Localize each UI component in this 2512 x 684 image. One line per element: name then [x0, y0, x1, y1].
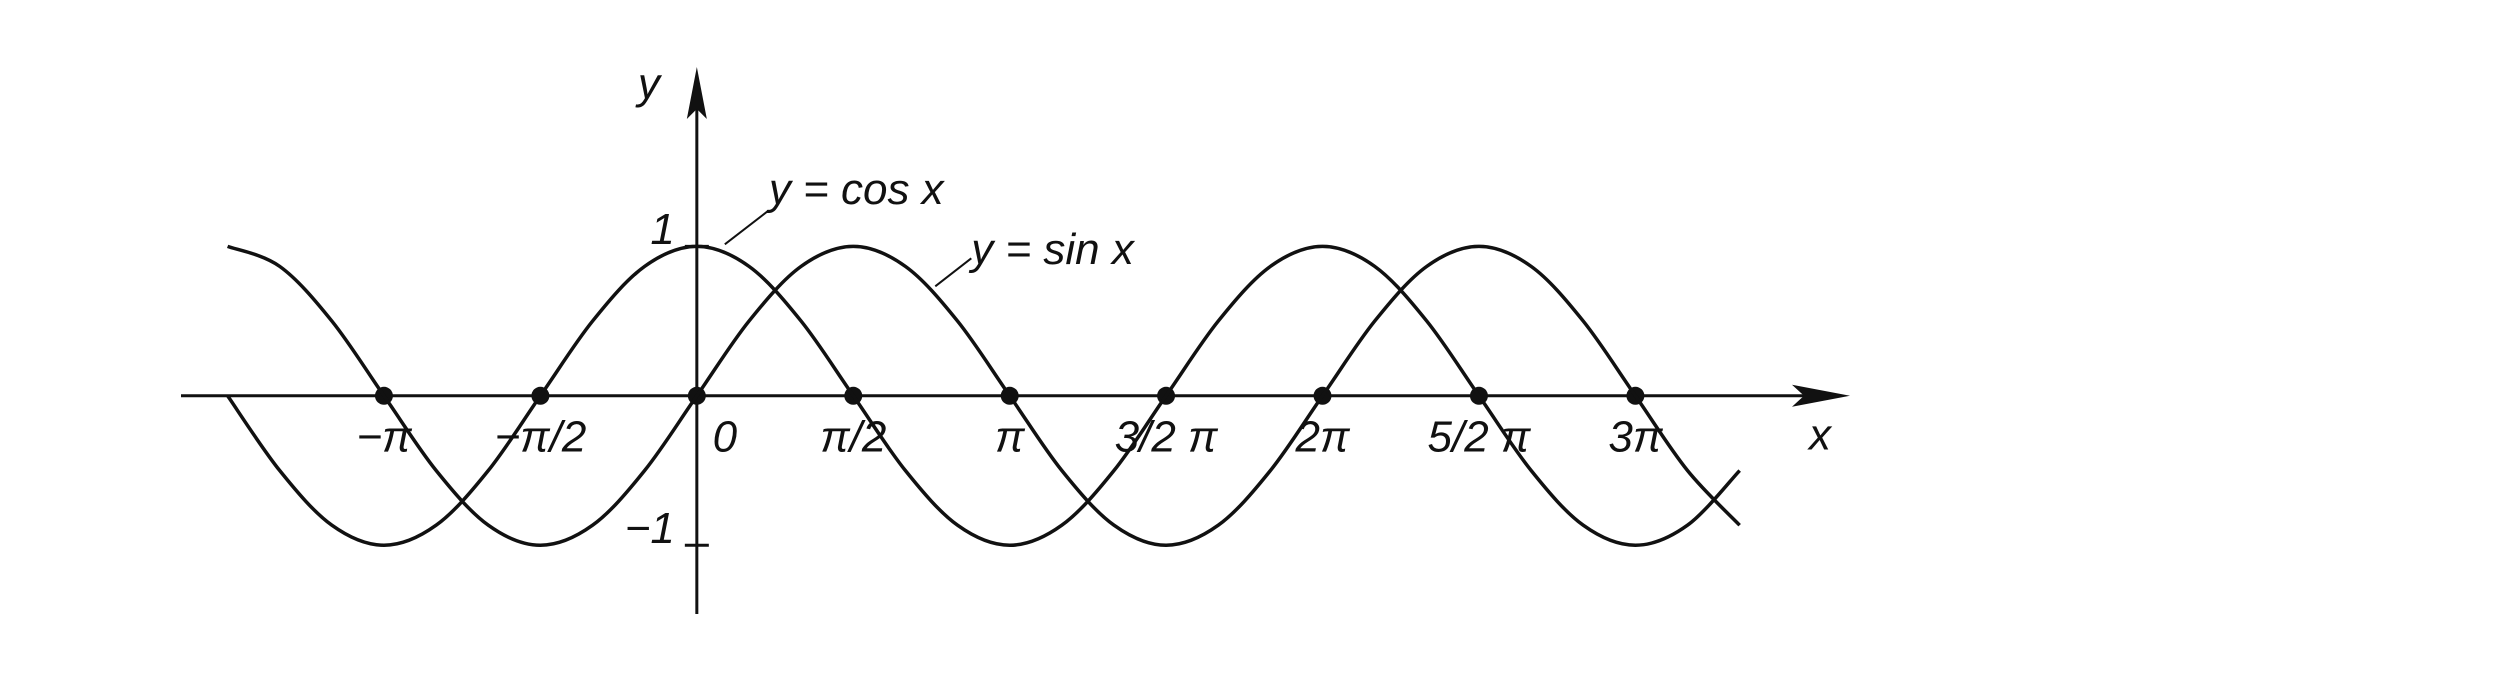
x-tick-label: 3π	[1608, 412, 1663, 461]
x-tick-label: −π	[356, 412, 413, 461]
y-axis-arrow	[686, 67, 707, 119]
y-tick-label: −1	[625, 504, 675, 553]
x-tick-label: 2π	[1295, 412, 1351, 461]
legend-leader	[724, 209, 770, 246]
x-axis-label: x	[1807, 410, 1833, 459]
x-tick-label: 5/2 π	[1428, 412, 1532, 461]
x-tick-label: 0	[713, 412, 738, 461]
y-axis-label: y	[635, 60, 663, 109]
x-tick-label: π	[995, 412, 1026, 461]
x-axis-arrow	[1792, 384, 1850, 407]
curve	[226, 244, 1741, 548]
x-tick-label: π/2	[820, 412, 886, 461]
legend-label: y = cos x	[766, 165, 946, 214]
legend-label: y = sin x	[968, 225, 1136, 274]
y-tick-label: 1	[650, 205, 674, 254]
x-tick-label: −π/2	[494, 412, 586, 461]
curve	[226, 244, 1741, 548]
legend-leader	[934, 257, 972, 288]
x-tick-label: 3/2 π	[1115, 412, 1219, 461]
